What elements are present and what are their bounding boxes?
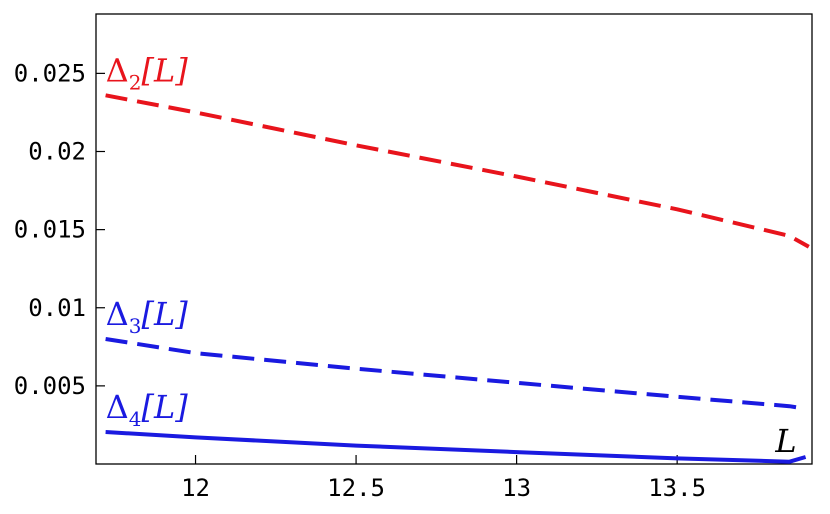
series-label-delta3: Δ3[L] [106, 295, 189, 338]
label-group: Δ2[L]Δ3[L]Δ4[L] [106, 51, 189, 431]
y-tick-label: 0.005 [14, 372, 86, 400]
series-line-delta4 [105, 430, 807, 464]
x-tick-label: 12 [181, 474, 210, 502]
series-line-delta2 [105, 93, 810, 249]
series-label-symbol: Δ [106, 51, 129, 89]
series-line-delta3 [105, 337, 800, 410]
x-tick-label: 13.5 [648, 474, 706, 502]
series-label-subscript: 4 [129, 407, 142, 431]
y-tick-label: 0.01 [28, 294, 86, 322]
plot-frame [95, 13, 813, 465]
series-label-symbol: Δ [106, 388, 129, 426]
y-tick-label: 0.015 [14, 216, 86, 244]
series-group [105, 93, 810, 464]
series-label-subscript: 3 [129, 314, 142, 338]
y-tick-label: 0.02 [28, 138, 86, 166]
series-label-delta2: Δ2[L] [106, 51, 189, 94]
series-label-subscript: 2 [129, 70, 142, 94]
series-label-argument: [L] [141, 51, 188, 89]
x-tick-label: 12.5 [327, 474, 385, 502]
x-axis-label: L [774, 422, 796, 460]
series-label-argument: [L] [141, 388, 188, 426]
x-tick-label: 13 [502, 474, 531, 502]
tick-group: 12 12.5 13 13.5 0.005 0.01 0.015 0.02 0.025 [14, 59, 706, 502]
series-label-argument: [L] [141, 295, 188, 333]
y-tick-label: 0.025 [14, 59, 86, 87]
series-label-delta4: Δ4[L] [106, 388, 189, 431]
series-label-symbol: Δ [106, 295, 129, 333]
